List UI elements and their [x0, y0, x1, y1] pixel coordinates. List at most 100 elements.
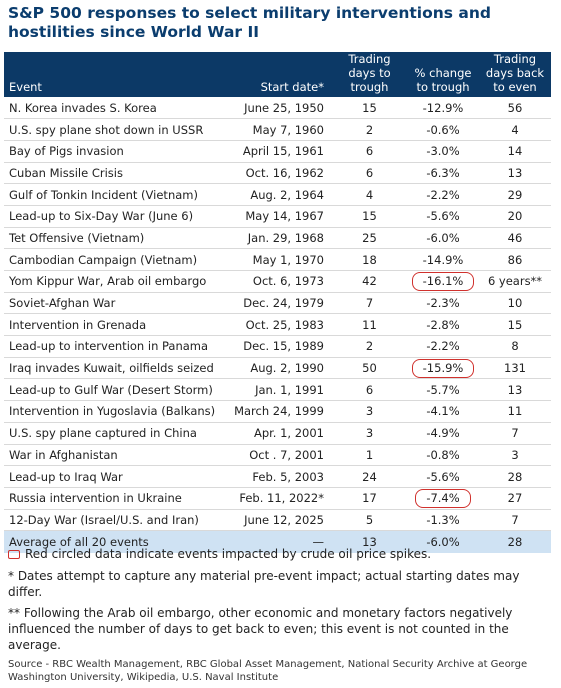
pct-change-to-trough: -4.1%	[407, 400, 479, 423]
trading-days-to-trough: 6	[332, 140, 407, 163]
event-name: Intervention in Grenada	[4, 313, 228, 337]
trading-days-back-to-even: 14	[479, 140, 551, 163]
trading-days-back-to-even: 7	[479, 422, 551, 445]
trading-days-to-trough: 3	[332, 422, 407, 445]
start-date: Feb. 11, 2022*	[228, 487, 332, 510]
trading-days-back-to-even: 20	[479, 205, 551, 228]
trading-days-to-trough: 11	[332, 313, 407, 337]
trading-days-to-trough: 25	[332, 227, 407, 250]
trading-days-back-to-even: 86	[479, 248, 551, 271]
event-name: U.S. spy plane captured in China	[4, 422, 228, 445]
table-row: Tet Offensive (Vietnam) Jan. 29, 1968 25 -6…	[4, 227, 551, 250]
average-label: Average of all 20 events	[4, 530, 228, 553]
trading-days-back-to-even: 13	[479, 378, 551, 402]
table-row: Yom Kippur War, Arab oil embargo Oct. 6, …	[4, 270, 551, 293]
trading-days-to-trough: 4	[332, 183, 407, 206]
table-row: Soviet-Afghan War Dec. 24, 1979 7 -2.3% 10	[4, 292, 551, 315]
notes-section: Red circled data indicate events impacte…	[8, 546, 556, 684]
start-date: Oct. 16, 1962	[228, 162, 332, 185]
table-row: Intervention in Grenada Oct. 25, 1983 11 -2…	[4, 313, 551, 337]
start-date: Jan. 1, 1991	[228, 378, 332, 402]
table-row: Lead-up to intervention in Panama Dec. 15…	[4, 335, 551, 358]
table-row: War in Afghanistan Oct . 7, 2001 1 -0.8% 3	[4, 444, 551, 467]
trading-days-back-to-even: 8	[479, 335, 551, 358]
start-date: Aug. 2, 1964	[228, 183, 332, 206]
trading-days-to-trough: 3	[332, 400, 407, 423]
pct-change-to-trough: -2.2%	[407, 183, 479, 206]
trading-days-back-to-even: 7	[479, 509, 551, 532]
trading-days-back-to-even: 4	[479, 118, 551, 141]
pct-change-to-trough: -6.0%	[407, 227, 479, 250]
start-date: Jan. 29, 1968	[228, 227, 332, 250]
oil-spike-highlight: -15.9%	[411, 358, 475, 378]
pct-change-to-trough: -2.2%	[407, 335, 479, 358]
table-row: N. Korea invades S. Korea June 25, 1950 15…	[4, 97, 551, 120]
legend: Red circled data indicate events impacte…	[8, 546, 556, 562]
trading-days-to-trough: 6	[332, 162, 407, 185]
pct-change-to-trough: -2.8%	[407, 313, 479, 337]
start-date: May 1, 1970	[228, 248, 332, 271]
start-date: Dec. 15, 1989	[228, 335, 332, 358]
pct-change-to-trough: -1.3%	[407, 509, 479, 532]
trading-days-back-to-even: 13	[479, 162, 551, 185]
event-name: Russia intervention in Ukraine	[4, 487, 228, 510]
event-name: Tet Offensive (Vietnam)	[4, 227, 228, 250]
trading-days-to-trough: 2	[332, 335, 407, 358]
table-row: Cambodian Campaign (Vietnam) May 1, 1970 1…	[4, 248, 551, 271]
event-name: Lead-up to Gulf War (Desert Storm)	[4, 378, 228, 402]
average-row: Average of all 20 events — 13 -6.0% 28	[4, 530, 551, 553]
pct-change-to-trough: -4.9%	[407, 422, 479, 445]
table-row: Iraq invades Kuwait, oilfields seized Aug…	[4, 357, 551, 380]
pct-change-to-trough: -12.9%	[407, 97, 479, 120]
table-row: Russia intervention in Ukraine Feb. 11, 2…	[4, 487, 551, 510]
start-date: Feb. 5, 2003	[228, 465, 332, 488]
pct-change-to-trough: -14.9%	[407, 248, 479, 271]
footnote-double-asterisk: ** Following the Arab oil embargo, other…	[8, 606, 513, 652]
page-title: S&P 500 responses to select military int…	[8, 4, 492, 41]
table-row: Lead-up to Iraq War Feb. 5, 2003 24 -5.6% 28	[4, 465, 551, 488]
start-date: Aug. 2, 1990	[228, 357, 332, 380]
header-trading-days-to-trough: Trading days to trough	[332, 52, 407, 97]
start-date: Oct. 6, 1973	[228, 270, 332, 293]
trading-days-back-to-even: 11	[479, 400, 551, 423]
event-name: Lead-up to intervention in Panama	[4, 335, 228, 358]
start-date: Oct . 7, 2001	[228, 444, 332, 467]
trading-days-to-trough: 7	[332, 292, 407, 315]
event-name: Iraq invades Kuwait, oilfields seized	[4, 357, 228, 380]
trading-days-back-to-even: 6 years**	[479, 270, 551, 293]
average-trading-days-back-to-even: 28	[479, 530, 551, 553]
table-row: Cuban Missile Crisis Oct. 16, 1962 6 -6.3% 1…	[4, 162, 551, 185]
average-pct-change: -6.0%	[407, 530, 479, 553]
event-name: War in Afghanistan	[4, 444, 228, 467]
event-name: 12-Day War (Israel/U.S. and Iran)	[4, 509, 228, 532]
event-name: Lead-up to Six-Day War (June 6)	[4, 205, 228, 228]
trading-days-to-trough: 2	[332, 118, 407, 141]
event-name: Lead-up to Iraq War	[4, 465, 228, 488]
oil-spike-highlight: -16.1%	[411, 271, 475, 291]
trading-days-back-to-even: 27	[479, 487, 551, 510]
trading-days-back-to-even: 15	[479, 313, 551, 337]
pct-change-to-trough: -0.8%	[407, 444, 479, 467]
event-name: Bay of Pigs invasion	[4, 140, 228, 163]
header-trading-days-back-to-even: Trading days back to even	[479, 52, 551, 97]
table-row: Lead-up to Gulf War (Desert Storm) Jan. 1…	[4, 378, 551, 402]
pct-change-to-trough: -16.1%	[407, 270, 479, 293]
header-event: Event	[4, 52, 228, 97]
trading-days-to-trough: 15	[332, 97, 407, 120]
pct-change-to-trough: -0.6%	[407, 118, 479, 141]
trading-days-to-trough: 5	[332, 509, 407, 532]
start-date: May 7, 1960	[228, 118, 332, 141]
trading-days-back-to-even: 131	[479, 357, 551, 380]
trading-days-back-to-even: 56	[479, 97, 551, 120]
pct-change-to-trough: -5.6%	[407, 205, 479, 228]
table-row: Intervention in Yugoslavia (Balkans) Marc…	[4, 400, 551, 423]
table-row: Lead-up to Six-Day War (June 6) May 14, 1…	[4, 205, 551, 228]
start-date: June 25, 1950	[228, 97, 332, 120]
start-date: Oct. 25, 1983	[228, 313, 332, 337]
trading-days-to-trough: 24	[332, 465, 407, 488]
event-name: Gulf of Tonkin Incident (Vietnam)	[4, 183, 228, 206]
trading-days-to-trough: 50	[332, 357, 407, 380]
footnote-asterisk: * Dates attempt to capture any material …	[8, 569, 520, 599]
event-name: N. Korea invades S. Korea	[4, 97, 228, 120]
start-date: June 12, 2025	[228, 509, 332, 532]
